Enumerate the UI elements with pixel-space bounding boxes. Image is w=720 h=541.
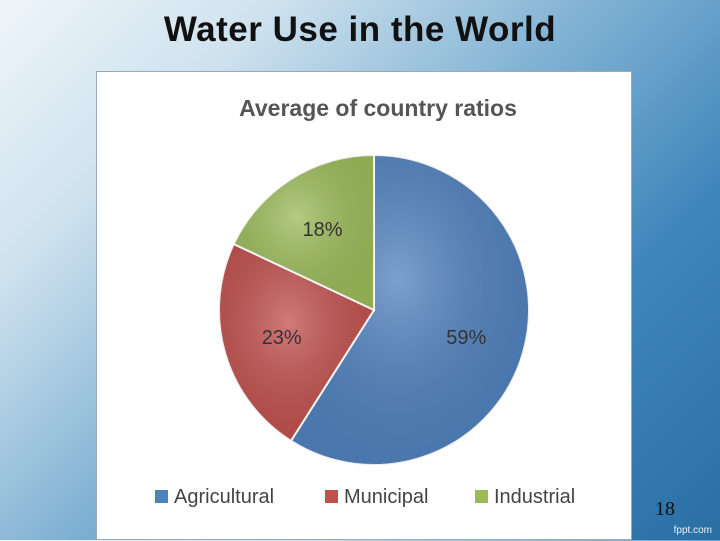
pie-slice-shading [233, 155, 374, 310]
data-label-municipal: 23% [262, 327, 302, 349]
pie-slices [218, 153, 530, 466]
data-label-agricultural: 59% [446, 327, 486, 349]
legend-swatch-municipal [325, 490, 338, 503]
chart-title: Average of country ratios [239, 95, 517, 121]
pie-slice-shading [218, 244, 374, 441]
chart-legend: Agricultural Municipal Industrial [155, 486, 575, 508]
legend-label-industrial: Industrial [494, 486, 575, 508]
pie-slice-shading [290, 155, 529, 465]
watermark: fppt.com [673, 525, 712, 536]
legend-swatch-agricultural [155, 490, 168, 503]
slide-title: Water Use in the World [163, 10, 557, 49]
page-number: 18 [655, 498, 675, 520]
chart-frame: Average of country ratios 59% 23% 18% Agri… [96, 71, 632, 540]
pie-data-labels: 59% 23% 18% [262, 219, 487, 349]
legend-swatch-industrial [475, 490, 488, 503]
legend-label-municipal: Municipal [344, 486, 428, 508]
data-label-industrial: 18% [302, 219, 342, 241]
legend-label-agricultural: Agricultural [174, 486, 274, 508]
pie-chart: Average of country ratios 59% 23% 18% Agri… [155, 95, 575, 508]
